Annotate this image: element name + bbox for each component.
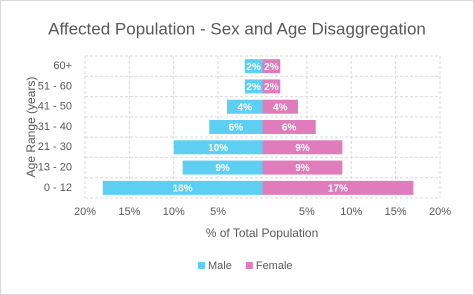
chart-title: Affected Population - Sex and Age Disagg… [48,19,426,38]
y-tick-label: 60+ [53,60,72,72]
data-label: 17% [328,183,348,194]
y-tick-label: 51 - 60 [38,80,72,92]
bar [227,99,263,114]
y-tick-label: 0 - 12 [44,182,72,194]
x-tick-label: 5% [299,206,315,218]
bar [262,120,316,134]
y-tick-label: 21 - 30 [38,141,72,153]
bar [173,140,263,155]
bar [262,180,414,195]
legend-label: Male [208,260,232,272]
bar [244,79,263,94]
data-label: 9% [215,163,230,174]
x-axis-title: % of Total Population [206,226,319,240]
bar [262,79,281,94]
x-tick-label: 20% [74,206,96,218]
bar [209,120,263,134]
y-axis-title: Age Range (years) [24,77,38,178]
x-tick-label: 15% [385,206,407,218]
bar [262,99,298,114]
data-label: 2% [264,82,279,93]
y-tick-label: 41 - 50 [38,101,72,113]
bar [102,180,263,195]
data-label: 4% [238,102,253,113]
data-label: 2% [264,62,279,73]
bar [262,140,343,155]
bar [262,160,343,175]
x-tick-label: 10% [340,206,362,218]
legend-label: Female [256,260,293,272]
y-tick-label: 13 - 20 [38,161,72,173]
data-label: 2% [246,82,261,93]
x-tick-label: 10% [163,206,185,218]
data-label: 9% [295,143,310,154]
data-label: 18% [173,183,193,194]
bar [182,160,263,175]
bar [262,59,281,74]
x-tick-label: 15% [118,206,140,218]
bar [244,59,263,74]
x-tick-label: 20% [429,206,451,218]
data-label: 2% [246,62,261,73]
y-tick-label: 31 - 40 [38,121,72,133]
data-label: 4% [273,102,288,113]
x-tick-label: 5% [210,206,226,218]
legend-swatch [245,262,253,269]
data-label: 10% [208,143,228,154]
data-label: 9% [295,163,310,174]
data-label: 6% [229,123,244,134]
data-label: 6% [282,123,297,134]
legend-swatch [198,262,205,269]
